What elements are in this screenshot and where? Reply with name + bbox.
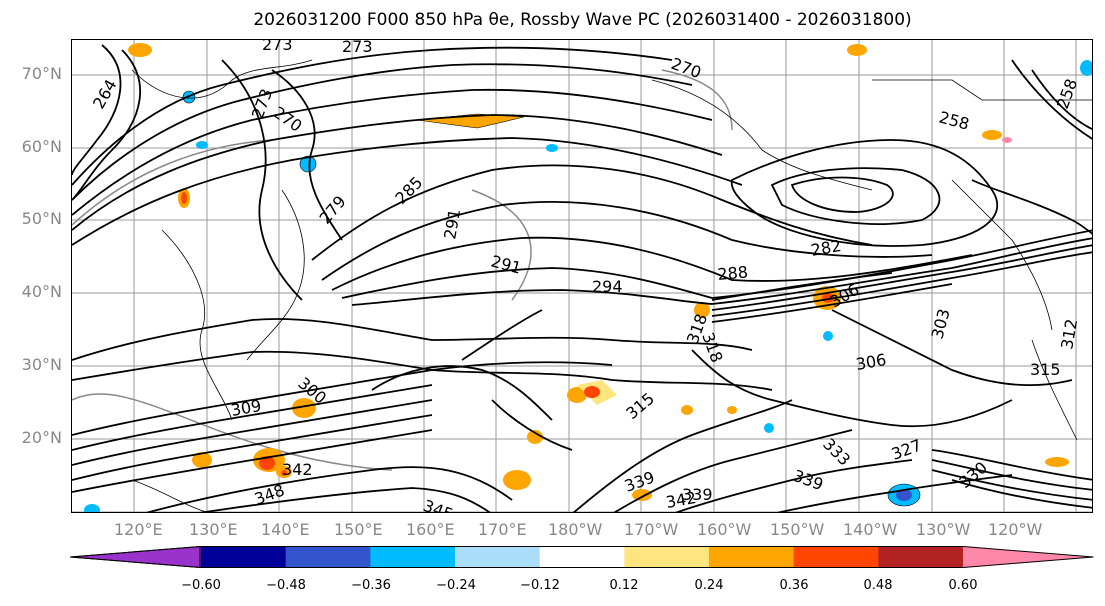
lat-label-70n: 70°N [21, 64, 62, 83]
lat-label-60n: 60°N [21, 137, 62, 156]
colorbar-segment [370, 546, 456, 568]
colorbar-segment [285, 546, 371, 568]
lon-label-150w: 150°W [770, 520, 825, 539]
chart-title: 2026031200 F000 850 hPa θe, Rossby Wave … [253, 10, 912, 30]
contour-label: 294 [592, 277, 623, 296]
contour-label: 312 [1057, 317, 1081, 350]
colorbar-tick-label: 0.12 [609, 578, 639, 593]
lat-label-30n: 30°N [21, 355, 62, 374]
contour-label: 258 [937, 108, 971, 134]
theta-e-contours [72, 44, 1092, 512]
contour-label: 303 [928, 307, 954, 341]
contour-label: 291 [489, 252, 523, 278]
lon-label-140w: 140°W [843, 520, 898, 539]
contour-label: 345 [421, 496, 456, 513]
contour-label: 342 [664, 488, 697, 512]
colorbar-outline [70, 546, 201, 568]
theta-e-contour-map: 273 273 264 273 270 270 258 258 279 285 … [72, 40, 1092, 513]
contour-label: 348 [252, 480, 287, 508]
lon-label-160w: 160°W [697, 520, 752, 539]
contour-label: 279 [316, 192, 350, 228]
colorbar-segment [70, 546, 201, 568]
lat-label-40n: 40°N [21, 282, 62, 301]
lon-label-120e: 120°E [114, 520, 163, 539]
map-panel: 273 273 264 273 270 270 258 258 279 285 … [71, 39, 1093, 513]
lon-label-170e: 170°E [478, 520, 527, 539]
colorbar-border [70, 546, 1094, 568]
colorbar-segment [455, 546, 541, 568]
colorbar-tick-label: −0.24 [436, 578, 476, 593]
contour-label: 339 [682, 485, 713, 504]
colorbar-tick-label: 0.36 [779, 578, 809, 593]
colorbar-segment [539, 546, 625, 568]
contour-label: 342 [282, 460, 313, 479]
lon-label-130e: 130°E [189, 520, 238, 539]
colorbar-segment [201, 546, 287, 568]
lat-label-20n: 20°N [21, 428, 62, 447]
colorbar-segment [963, 546, 1094, 568]
lon-label-130w: 130°W [916, 520, 971, 539]
colorbar-tick-label: 0.60 [948, 578, 978, 593]
contour-label: 333 [819, 434, 854, 469]
contour-label: 270 [270, 103, 306, 136]
colorbar [70, 546, 1094, 568]
colorbar-tick-label: −0.48 [266, 578, 306, 593]
contour-label: 306 [854, 350, 887, 374]
lon-label-120w: 120°W [988, 520, 1043, 539]
graticule [72, 40, 1092, 512]
colorbar-tick-label: 0.24 [694, 578, 724, 593]
region-outline [72, 69, 733, 471]
lon-label-150e: 150°E [334, 520, 383, 539]
colorbar-tick-label: −0.12 [520, 578, 560, 593]
colorbar-segment [878, 546, 964, 568]
lon-label-140e: 140°E [261, 520, 310, 539]
colorbar-segment [709, 546, 795, 568]
contour-label: 291 [440, 207, 464, 240]
lon-label-160e: 160°E [406, 520, 455, 539]
contour-label: 339 [791, 466, 826, 494]
contour-label: 315 [1030, 360, 1061, 379]
contour-label: 282 [809, 236, 842, 260]
colorbar-segment [793, 546, 879, 568]
contour-label: 285 [391, 173, 426, 208]
contour-label: 270 [669, 54, 704, 82]
colorbar-tick-label: 0.48 [863, 578, 893, 593]
contour-label: 273 [262, 40, 293, 54]
contour-label: 327 [889, 435, 924, 463]
contour-label: 288 [717, 262, 749, 284]
contour-label: 309 [229, 396, 262, 420]
colorbar-tick-label: −0.36 [351, 578, 391, 593]
contour-label: 315 [622, 389, 658, 423]
contour-label: 258 [1053, 76, 1081, 111]
lon-label-180w: 180°W [548, 520, 603, 539]
lat-label-50n: 50°N [21, 209, 62, 228]
contour-label: 273 [342, 40, 373, 56]
colorbar-tick-label: −0.60 [181, 578, 221, 593]
contour-label: 330 [955, 458, 991, 492]
lon-label-170w: 170°W [624, 520, 679, 539]
colorbar-segment [624, 546, 710, 568]
